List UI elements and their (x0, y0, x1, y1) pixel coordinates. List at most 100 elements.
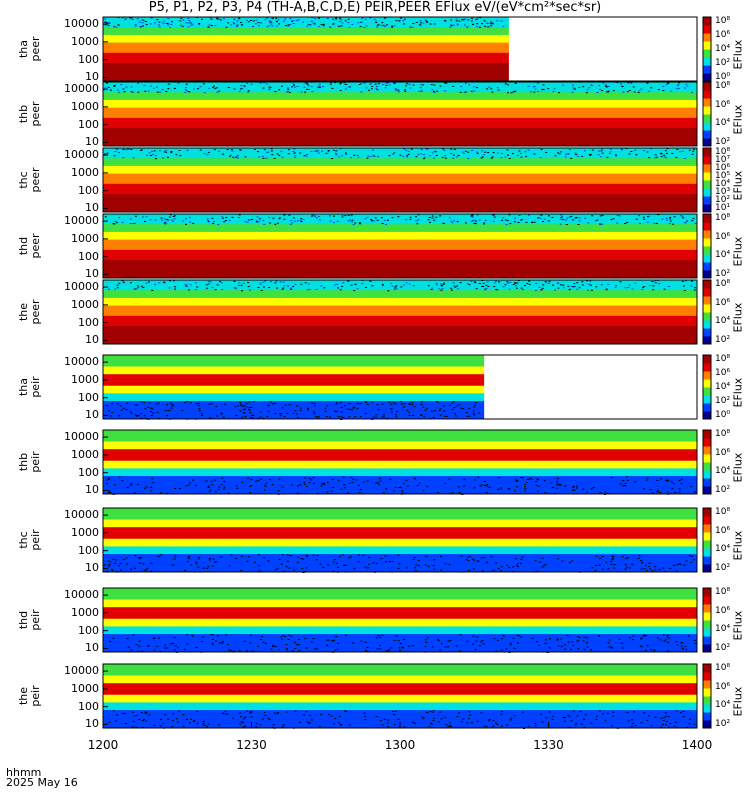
y-tick-label: 1000 (71, 34, 99, 48)
colorbar-segment (703, 98, 711, 107)
colorbar-segment (703, 712, 711, 721)
colorbar-segment (703, 49, 711, 58)
panel-label: tha peer (17, 36, 42, 62)
y-tick-label: 10000 (64, 588, 99, 602)
colorbar-tick-label: 10⁴ (715, 466, 731, 477)
spectrogram-band (103, 599, 697, 608)
spectrogram-band (103, 117, 697, 129)
panel-label: thc peir (17, 529, 42, 551)
spectrogram-band (103, 519, 697, 528)
colorbar-segment (703, 548, 711, 557)
colorbar-tick-label: 10⁷ (715, 155, 731, 165)
y-tick-label: 10 (85, 717, 99, 731)
spectrogram-band (103, 52, 509, 64)
panel-label: the peir (17, 685, 42, 707)
colorbar-segment (703, 403, 711, 412)
colorbar-tick-label: 10⁴ (715, 250, 731, 261)
panel-label: thc peer (17, 167, 42, 193)
panel-frame (102, 429, 698, 495)
colorbar-tick-label: 10⁶ (715, 231, 731, 242)
spectrogram-band (103, 305, 697, 317)
x-tick-label: 1330 (533, 738, 564, 752)
y-tick-label: 100 (78, 249, 99, 263)
spectrogram-band (103, 315, 697, 327)
colorbar-segment (703, 486, 711, 495)
panel-frame (102, 147, 698, 213)
colorbar-segment (703, 296, 711, 305)
spectrogram-band (103, 92, 697, 101)
spectrogram-band (103, 694, 697, 703)
y-tick-label: 10 (85, 201, 99, 215)
y-tick-label: 1000 (71, 231, 99, 245)
y-tick-label: 10 (85, 70, 99, 84)
colorbar-segment (703, 65, 711, 74)
colorbar-tick-label: 10⁶ (715, 447, 731, 458)
colorbar-segment (703, 564, 711, 573)
y-tick-label: 1000 (71, 447, 99, 461)
colorbar-segment (703, 371, 711, 380)
y-tick-label: 1000 (71, 99, 99, 113)
spectrogram-band (103, 538, 697, 547)
spectrogram-noise (104, 17, 505, 28)
colorbar-tick-label: 10⁶ (715, 525, 731, 536)
panel-frame (102, 16, 698, 82)
colorbar-segment (703, 411, 711, 420)
spectrogram-band (103, 441, 697, 450)
spectrogram-band (103, 239, 697, 251)
colorbar-tick-label: 10⁸ (715, 507, 731, 517)
colorbar-tick-label: 10⁴ (715, 382, 731, 392)
spectrogram-band (103, 34, 509, 44)
colorbar-tick-label: 10⁴ (715, 316, 731, 327)
x-tick-label: 1400 (681, 738, 713, 752)
y-tick-label: 10000 (64, 664, 99, 678)
spectrogram-band (103, 27, 509, 36)
spectrogram-band (103, 17, 509, 28)
x-tick-label: 1200 (87, 738, 119, 752)
colorbar-tick-label: 10⁸ (715, 587, 731, 597)
colorbar-title: EFlux (731, 170, 745, 201)
spectrogram-band (103, 508, 697, 521)
colorbar-tick-label: 10² (715, 269, 731, 279)
colorbar-segment (703, 130, 711, 139)
colorbar-segment (703, 196, 711, 205)
spectrogram-band (103, 249, 697, 261)
colorbar-title: EFlux (731, 377, 745, 408)
y-tick-label: 1000 (71, 525, 99, 539)
colorbar-tick-label: 10⁶ (715, 99, 731, 110)
y-tick-label: 10000 (64, 17, 99, 31)
spectrogram-band (103, 393, 485, 402)
colorbar-segment (703, 320, 711, 329)
spectrogram-panel (102, 429, 712, 495)
spectrogram-panel (102, 587, 712, 653)
colorbar-segment (703, 430, 711, 439)
colorbar-segment (703, 612, 711, 621)
y-tick-label: 10000 (64, 355, 99, 369)
colorbar-segment (703, 387, 711, 396)
spectrogram-band (103, 173, 697, 185)
colorbar-tick-label: 10² (715, 643, 731, 653)
spectrogram-band (103, 82, 697, 93)
y-tick-label: 100 (78, 623, 99, 637)
colorbar-segment (703, 588, 711, 597)
colorbar-tick-label: 10⁴ (715, 624, 731, 635)
colorbar-segment (703, 680, 711, 689)
spectrogram-band (103, 374, 485, 387)
panel-frame (102, 507, 698, 573)
colorbar-tick-label: 10⁴ (715, 700, 731, 711)
colorbar-segment (703, 114, 711, 123)
spectrogram-band (103, 664, 697, 677)
colorbar-segment (703, 596, 711, 605)
spectrogram-band (103, 385, 485, 394)
spectrogram-noise (103, 82, 693, 94)
spectrogram-band (103, 280, 697, 291)
colorbar-segment (703, 280, 711, 289)
colorbar-segment (703, 478, 711, 487)
colorbar-segment (703, 470, 711, 479)
panel-label: thb peer (17, 101, 42, 127)
colorbar-segment (703, 246, 711, 255)
y-tick-label: 10000 (64, 430, 99, 444)
spectrogram-band (103, 702, 697, 711)
y-tick-label: 10000 (64, 280, 99, 294)
spectrogram-band (103, 588, 697, 601)
